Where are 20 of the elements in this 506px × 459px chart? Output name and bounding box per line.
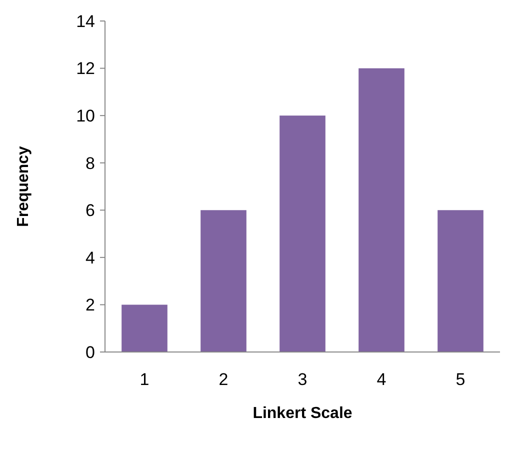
x-axis-title: Linkert Scale (252, 405, 352, 422)
y-axis-title: Frequency (15, 146, 32, 227)
x-tick-label: 2 (218, 370, 228, 389)
bar (200, 210, 246, 352)
bar (438, 210, 484, 352)
y-tick-label: 8 (86, 154, 95, 173)
bar (358, 68, 404, 352)
y-tick-label: 6 (86, 201, 95, 220)
y-tick-label: 4 (86, 248, 95, 268)
bar (122, 304, 168, 352)
x-tick-label: 4 (376, 370, 386, 389)
y-tick-label: 0 (86, 342, 95, 362)
y-tick-label: 10 (76, 106, 95, 126)
bar (280, 116, 326, 352)
y-tick-label: 2 (86, 296, 95, 315)
x-tick-label: 1 (140, 370, 150, 389)
y-tick-label: 14 (76, 12, 95, 31)
y-tick-label: 12 (76, 59, 95, 78)
x-tick-label: 3 (298, 370, 308, 389)
x-tick-label: 5 (456, 370, 466, 389)
